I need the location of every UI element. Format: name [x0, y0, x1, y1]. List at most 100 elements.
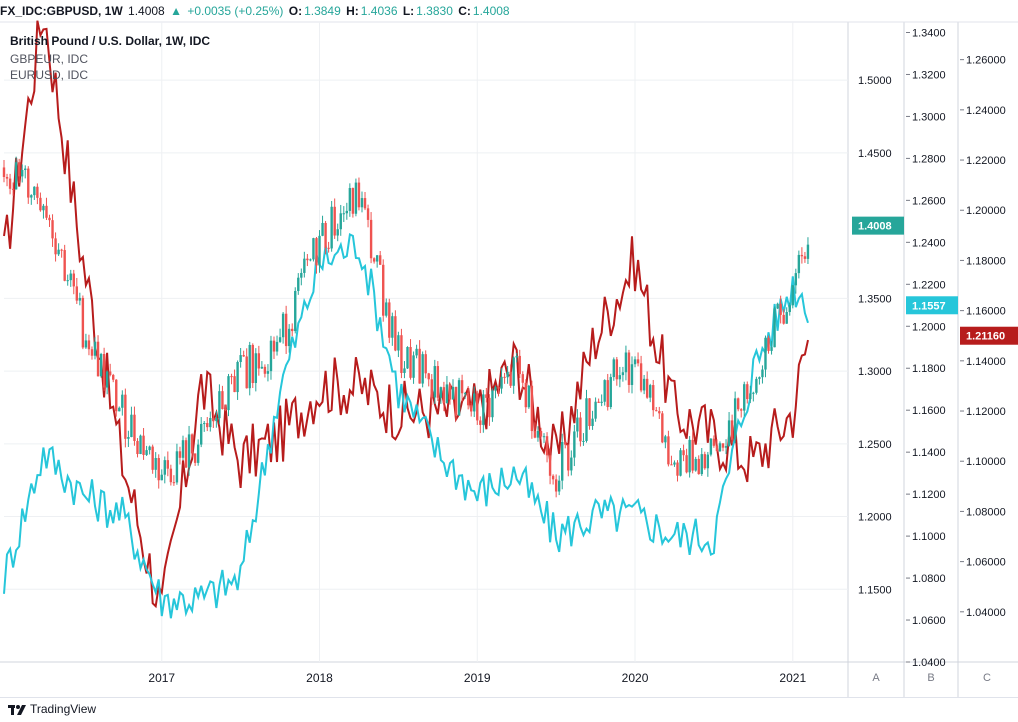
candle-body — [193, 453, 197, 463]
axis-c-tick-label: 1.18000 — [966, 255, 1006, 267]
candle-body — [500, 376, 503, 389]
candle-body — [321, 222, 324, 236]
last-price-label-c — [960, 326, 1018, 345]
candle-body — [5, 176, 9, 179]
candle-body — [145, 450, 148, 455]
candle-body — [782, 314, 785, 324]
candle-body — [154, 458, 157, 470]
axis-a-tick-label: 1.1500 — [858, 584, 892, 596]
legend-gbpeur[interactable]: GBPEUR, IDC — [10, 52, 89, 66]
candle-body — [233, 376, 236, 393]
candle-body — [63, 250, 66, 281]
candle-body — [209, 417, 212, 428]
candle-body — [743, 384, 746, 411]
candle-body — [342, 213, 345, 215]
candle-body — [457, 380, 461, 416]
candle-body — [78, 297, 82, 301]
axis-b-tick-label: 1.0400 — [912, 657, 946, 669]
axis-c-tick-label: 1.08000 — [966, 506, 1006, 518]
candle-body — [421, 354, 424, 384]
price-chart[interactable]: 1.5000 1.4500 1.3500 1.3000 1.2500 1.2000 1.15… — [0, 0, 1018, 697]
candle-body — [494, 387, 497, 391]
candle-body — [151, 446, 154, 470]
candle-body — [139, 435, 142, 455]
candle-body — [363, 198, 367, 209]
candle-body — [482, 394, 485, 425]
candle-body — [142, 435, 145, 455]
candle-body — [470, 405, 473, 412]
legend-eurusd[interactable]: EURUSD, IDC — [10, 68, 89, 82]
axis-b-tick-label: 1.1200 — [912, 489, 946, 501]
candle-body — [263, 366, 267, 374]
candle-body — [767, 337, 770, 351]
candle-body — [679, 450, 682, 476]
candle-body — [45, 205, 48, 218]
low-label: L: — [402, 4, 415, 18]
candle-body — [72, 273, 75, 287]
axis-c-button[interactable]: C — [983, 672, 991, 684]
last-price-text-a: 1.4008 — [858, 221, 892, 233]
symbol-label[interactable]: FX_IDC:GBPUSD, 1W — [0, 4, 123, 18]
candle-body — [606, 380, 609, 408]
axis-c-tick-label: 1.10000 — [966, 456, 1006, 468]
candle-body — [761, 369, 764, 378]
candle-body — [372, 258, 376, 262]
candle-body — [548, 455, 552, 476]
candle-body — [661, 413, 664, 443]
candle-body — [764, 337, 767, 370]
candle-body — [66, 280, 69, 282]
candle-body — [294, 290, 297, 332]
candle-body — [627, 352, 631, 385]
axis-b-tick-label: 1.0600 — [912, 615, 946, 627]
axis-c-tick-label: 1.24000 — [966, 105, 1006, 117]
candle-body — [724, 446, 728, 448]
candle-body — [752, 392, 755, 394]
candle-body — [8, 178, 12, 189]
candle-body — [473, 393, 476, 412]
candle-body — [803, 256, 807, 259]
legend-main-series[interactable]: British Pound / U.S. Dollar, 1W, IDC — [10, 34, 211, 48]
candle-body — [369, 219, 373, 259]
candle-body — [333, 206, 336, 236]
candle-body — [409, 347, 412, 378]
price-change: +0.0035 (+0.25%) — [187, 4, 284, 18]
candle-body — [418, 348, 421, 384]
candle-body — [652, 385, 655, 411]
close-label: C: — [458, 4, 471, 18]
axis-a-tick-label: 1.5000 — [858, 75, 892, 87]
tradingview-icon — [8, 704, 26, 715]
candle-body — [785, 312, 788, 324]
candle-body — [703, 454, 707, 469]
candle-body — [797, 254, 801, 274]
candle-body — [278, 337, 282, 342]
candle-body — [300, 272, 303, 278]
candle-body — [564, 441, 567, 445]
candle-body — [570, 457, 573, 471]
candle-body — [196, 444, 200, 463]
candle-body — [539, 430, 543, 437]
candle-body — [394, 316, 397, 351]
candle-body — [378, 255, 382, 265]
candle-body — [148, 446, 151, 451]
x-tick-label: 2017 — [148, 671, 175, 685]
candle-body — [27, 168, 30, 198]
candle-body — [524, 382, 528, 408]
candle-body — [655, 410, 658, 412]
axis-b-button[interactable]: B — [927, 672, 935, 684]
candle-body — [318, 235, 321, 266]
axis-a-button[interactable]: A — [872, 672, 880, 684]
candle-body — [33, 186, 36, 196]
axis-b-tick-label: 1.1800 — [912, 363, 946, 375]
candle-body — [266, 371, 270, 374]
candle-body — [648, 385, 652, 398]
candle-body — [108, 371, 112, 375]
candle-body — [551, 475, 555, 480]
candle-body — [21, 169, 24, 177]
open-value: 1.3849 — [304, 4, 341, 18]
tradingview-logo[interactable]: TradingView — [8, 702, 96, 716]
candle-body — [688, 439, 691, 473]
candle-body — [476, 393, 479, 421]
candle-body — [597, 401, 600, 403]
footer: TradingView — [0, 697, 1018, 722]
candle-body — [412, 355, 415, 378]
